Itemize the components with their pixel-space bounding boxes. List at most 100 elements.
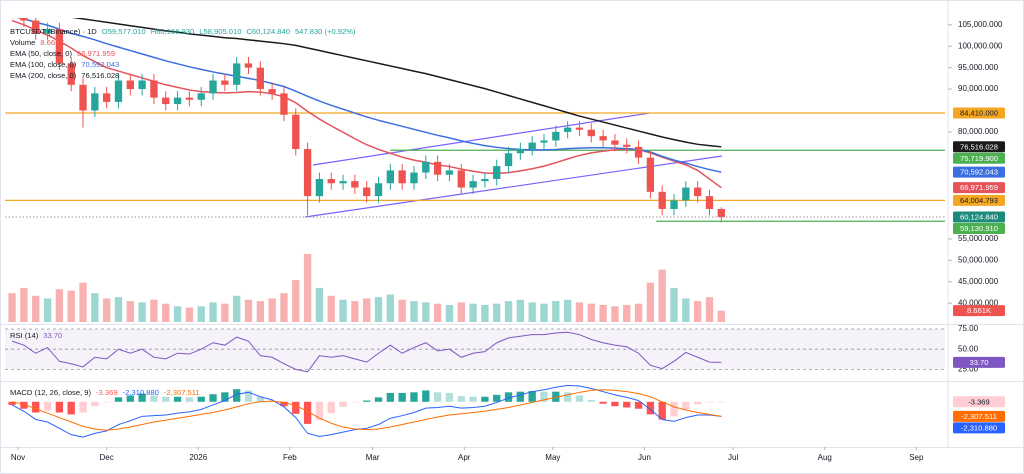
volume-bar bbox=[493, 303, 501, 322]
candle-body bbox=[351, 181, 359, 188]
axis-label: 59,130.910 bbox=[960, 224, 998, 233]
candle-body bbox=[563, 127, 572, 132]
candle-body bbox=[457, 170, 465, 188]
rsi-pane bbox=[5, 328, 945, 373]
candle-body bbox=[162, 97, 170, 105]
x-tick-label: 2026 bbox=[189, 453, 207, 462]
candle-body bbox=[623, 144, 631, 147]
volume-bar bbox=[563, 299, 572, 322]
candle-body bbox=[493, 166, 501, 179]
legend-name: EMA (50, close, 0) bbox=[10, 49, 73, 58]
volume-bar bbox=[481, 304, 489, 322]
axis-label: 60,124.840 bbox=[960, 212, 998, 221]
y-tick-label: 100,000.000 bbox=[958, 41, 1003, 50]
axis-label: 84,410.000 bbox=[960, 109, 998, 118]
macd-histogram-bar bbox=[150, 395, 158, 402]
candle-body bbox=[611, 140, 619, 145]
candle-body bbox=[540, 140, 548, 143]
macd-histogram-bar bbox=[280, 401, 288, 407]
legend-ohlc: C60,124.840 bbox=[246, 27, 290, 36]
volume-bar bbox=[32, 295, 40, 322]
macd-histogram-bar bbox=[504, 392, 513, 402]
candle-body bbox=[138, 80, 146, 90]
legend-ohlc: H60,166.930 bbox=[151, 27, 195, 36]
volume-bar bbox=[634, 303, 643, 322]
ema-line bbox=[16, 18, 722, 173]
volume-bar bbox=[173, 306, 182, 322]
legend-name: Volume bbox=[10, 38, 35, 47]
volume-bar bbox=[91, 293, 99, 322]
x-tick-label: Jul bbox=[728, 453, 738, 462]
y-tick-label: 55,000.000 bbox=[958, 234, 999, 243]
macd-histogram-bar bbox=[433, 392, 442, 402]
legend-value: -2,310.880 bbox=[123, 388, 159, 397]
volume-bar bbox=[221, 303, 229, 322]
legend-row: EMA (50, close, 0) 66,971.959 bbox=[10, 49, 115, 58]
axis-label-bg bbox=[953, 166, 1005, 178]
candle-body bbox=[43, 29, 52, 34]
macd-histogram-bar bbox=[634, 401, 643, 409]
volume-bar bbox=[327, 295, 335, 322]
macd-histogram-bar bbox=[445, 392, 454, 402]
volume-bar bbox=[79, 282, 87, 322]
macd-histogram-bar bbox=[599, 401, 607, 404]
volume-bar bbox=[209, 302, 217, 322]
candle-body bbox=[256, 67, 264, 90]
volume-bar bbox=[422, 302, 430, 322]
volume-bar bbox=[587, 303, 595, 322]
volume-bar bbox=[646, 282, 655, 322]
y-tick-label: 50.00 bbox=[958, 344, 979, 353]
candle-body bbox=[55, 29, 64, 64]
volume-bar bbox=[693, 301, 702, 322]
macd-histogram-bar bbox=[705, 401, 714, 403]
axis-label-bg bbox=[953, 152, 1005, 164]
candle-body bbox=[398, 170, 406, 184]
macd-histogram-bar bbox=[422, 390, 430, 402]
axis-label-bg bbox=[953, 141, 1005, 153]
legend-row: EMA (100, close, 0) 70,592.043 bbox=[10, 60, 119, 69]
x-tick-label: Apr bbox=[458, 453, 471, 462]
trend-channel-upper bbox=[312, 112, 651, 166]
macd-histogram-bar bbox=[114, 397, 123, 402]
candle-body bbox=[599, 136, 607, 141]
candle-body bbox=[552, 131, 560, 141]
volume-bar bbox=[599, 304, 607, 322]
candle-body bbox=[516, 149, 525, 154]
macd-histogram-bar bbox=[244, 390, 253, 402]
candle-body bbox=[209, 80, 217, 94]
candle-body bbox=[646, 157, 655, 192]
volume-bar bbox=[575, 302, 584, 322]
axis-label: -2,310.880 bbox=[961, 423, 997, 432]
candle-body bbox=[705, 196, 714, 209]
macd-histogram-bar bbox=[658, 401, 666, 420]
legend-name: EMA (200, close, 0) bbox=[10, 71, 77, 80]
volume-bar bbox=[150, 299, 158, 322]
macd-histogram-bar bbox=[32, 401, 40, 413]
candle-body bbox=[433, 161, 442, 175]
axis-label-bg bbox=[953, 396, 1005, 408]
volume-bar bbox=[457, 302, 465, 322]
volume-bar bbox=[433, 303, 442, 322]
legend-value: -3.369 bbox=[96, 388, 118, 397]
candle-body bbox=[91, 93, 99, 111]
legend-row: BTCUSDT (Binance) · 1D O59,577.010 H60,166… bbox=[10, 27, 356, 36]
signal-line bbox=[11, 389, 722, 431]
axis-label-bg bbox=[953, 305, 1005, 317]
macd-histogram-bar bbox=[481, 396, 489, 402]
volume-bar bbox=[374, 297, 383, 322]
candle-body bbox=[634, 146, 643, 158]
candle-body bbox=[422, 161, 430, 173]
legend-name: EMA (100, close, 0) bbox=[10, 60, 77, 69]
y-tick-label: 40,000.000 bbox=[958, 298, 999, 307]
macd-histogram-bar bbox=[611, 401, 619, 407]
axis-label: 75,719.900 bbox=[960, 154, 998, 163]
macd-histogram-bar bbox=[173, 396, 182, 402]
macd-histogram-bar bbox=[102, 401, 111, 403]
candle-body bbox=[658, 191, 666, 209]
candle-body bbox=[268, 89, 276, 94]
volume-bar bbox=[315, 287, 324, 322]
volume-bar bbox=[197, 306, 205, 322]
volume-bar bbox=[540, 303, 548, 322]
